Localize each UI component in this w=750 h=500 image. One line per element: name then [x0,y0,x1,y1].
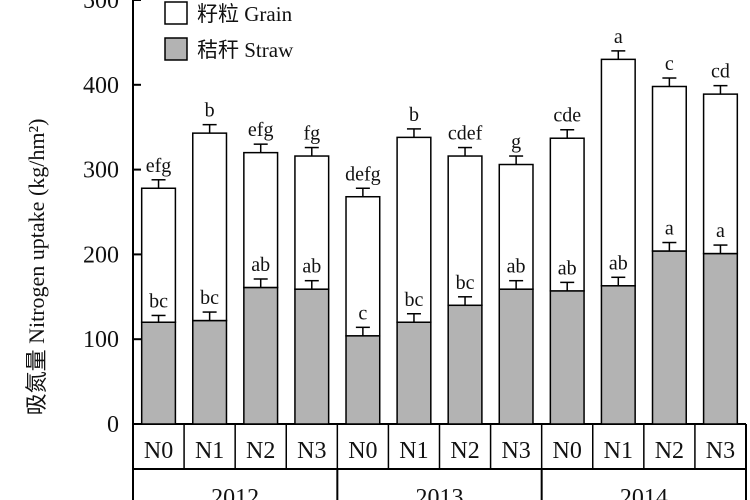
y-tick-label: 200 [83,242,119,268]
legend-swatch [164,37,188,61]
group-label: 2012 [211,485,259,500]
bar-straw [498,288,534,425]
straw-significance-label: ab [507,256,526,278]
bar-straw [702,252,739,425]
grain-significance-label: efg [248,119,274,141]
bars-layer [140,50,739,425]
y-axis-label: 吸氮量 Nitrogen uptake (kg/hm²) [24,119,49,416]
y-tick-label: 100 [83,327,119,353]
straw-significance-label: ab [558,257,577,279]
grain-significance-label: b [409,104,419,126]
straw-significance-label: c [358,302,367,324]
legend: 籽粒 Grain 秸秆 Straw [164,1,294,62]
category-label: N2 [246,438,275,464]
bar-straw [600,285,636,425]
bar-grain [702,93,739,255]
straw-significance-label: ab [302,256,321,278]
category-label: N2 [655,438,684,464]
labels-layer: bc efg bc b ab efg ab fg c defg bc b bc cdef ab g ab cde a… [146,26,730,324]
category-label: N3 [501,438,530,464]
grain-significance-label: cdef [448,123,483,145]
y-tick-label: 300 [83,158,119,184]
bar-grain [651,85,687,252]
bar-straw [651,250,687,425]
category-label: N3 [297,438,326,464]
grain-significance-label: a [614,26,623,48]
category-label: N0 [553,438,582,464]
grain-significance-label: defg [345,163,381,185]
legend-swatch [164,1,188,25]
grain-significance-label: efg [146,155,172,177]
y-tick-label: 400 [83,73,119,99]
category-label: N3 [706,438,735,464]
legend-label: 秸秆 Straw [197,38,294,62]
bar-straw [345,335,381,425]
bar-grain [345,195,381,337]
bar-straw [447,304,483,425]
bar-grain [243,151,279,289]
bar-straw [294,288,330,425]
category-label: N1 [604,438,633,464]
straw-significance-label: bc [200,287,219,309]
grain-significance-label: c [665,53,674,75]
category-label: N1 [195,438,224,464]
straw-significance-label: bc [456,272,475,294]
grain-significance-label: g [511,131,521,153]
straw-significance-label: bc [405,289,424,311]
bar-grain [396,136,432,323]
legend-label: 籽粒 Grain [197,2,293,26]
straw-significance-label: a [665,218,674,240]
grain-significance-label: cde [553,105,581,127]
straw-significance-label: ab [609,252,628,274]
bar-straw [243,286,279,425]
category-label: N2 [450,438,479,464]
bar-straw [140,321,177,425]
bar-grain [549,137,585,292]
bar-grain [447,155,483,307]
bar-straw [549,290,585,425]
category-label: N0 [348,438,377,464]
category-label: N0 [144,438,173,464]
grain-significance-label: b [205,100,215,122]
bar-straw [192,319,228,425]
straw-significance-label: ab [251,254,270,276]
grain-significance-label: cd [711,61,730,83]
category-label: N1 [399,438,428,464]
bar-straw [396,321,432,425]
y-tick-label: 500 [83,0,119,14]
group-label: 2014 [620,485,668,500]
axes-layer: 0 100 200 300 400 500 N0 N1 N2 N3 N0 N1 N2 N3 N0 N1 N2 N3… [83,0,747,500]
group-label: 2013 [416,485,464,500]
straw-significance-label: bc [149,290,168,312]
y-tick-label: 0 [107,412,119,438]
grain-significance-label: fg [303,123,320,145]
straw-significance-label: a [716,220,725,242]
